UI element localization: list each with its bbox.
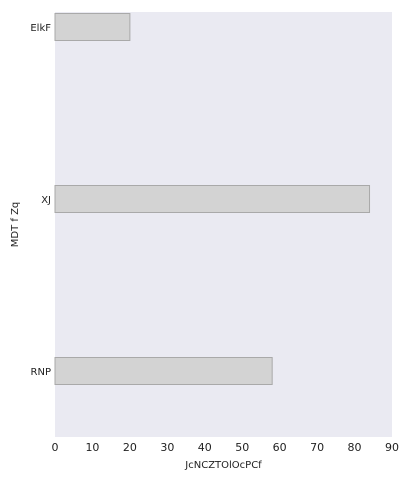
- x-tick-label: 90: [385, 441, 399, 454]
- y-axis-label: MDT f Zq: [10, 202, 21, 248]
- y-tick-label: ElkF: [30, 23, 51, 34]
- y-tick-labels: ElkF XJ RNP: [30, 23, 51, 378]
- x-tick-label: 70: [310, 441, 324, 454]
- x-tick-label: 10: [85, 441, 99, 454]
- x-tick-label: 30: [160, 441, 174, 454]
- y-tick-label: RNP: [31, 367, 51, 378]
- bar-elkf: [54, 13, 131, 41]
- x-tick-label: 0: [52, 441, 59, 454]
- y-tick-label: XJ: [41, 195, 51, 206]
- bar-rnp: [54, 357, 273, 385]
- x-tick-label: 80: [348, 441, 362, 454]
- x-tick-labels: 0 10 20 30 40 50 60 70 80 90: [52, 441, 400, 454]
- x-tick-label: 60: [273, 441, 287, 454]
- bar-xj: [54, 185, 371, 213]
- bars-group: [54, 13, 371, 385]
- x-axis-label: JcNCZTOlOcPCf: [184, 460, 262, 471]
- x-tick-label: 40: [198, 441, 212, 454]
- x-tick-label: 50: [235, 441, 249, 454]
- x-tick-label: 20: [123, 441, 137, 454]
